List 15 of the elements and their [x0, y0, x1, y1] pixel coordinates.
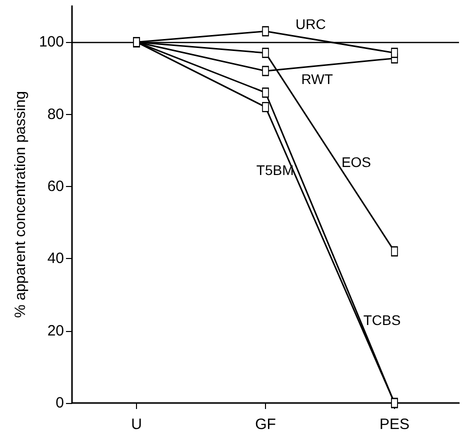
y-tick-label: 40: [47, 250, 64, 268]
y-tick-label: 20: [47, 322, 64, 340]
x-tick-label: U: [131, 416, 142, 433]
series-label: URC: [295, 16, 326, 32]
x-tick-label: PES: [379, 416, 410, 433]
y-tick-label: 60: [47, 178, 64, 195]
y-tick-label: 100: [38, 34, 64, 51]
series-label: EOS: [341, 154, 372, 170]
series-label: RWT: [301, 70, 334, 87]
y-axis-title: % apparent concentration passing: [12, 91, 29, 318]
series-label: TCBS: [363, 312, 401, 328]
y-tick-label: 80: [47, 106, 64, 123]
series-label: T5BM: [256, 162, 294, 178]
x-tick-label: GF: [255, 416, 276, 433]
y-tick-label: 0: [56, 394, 64, 412]
